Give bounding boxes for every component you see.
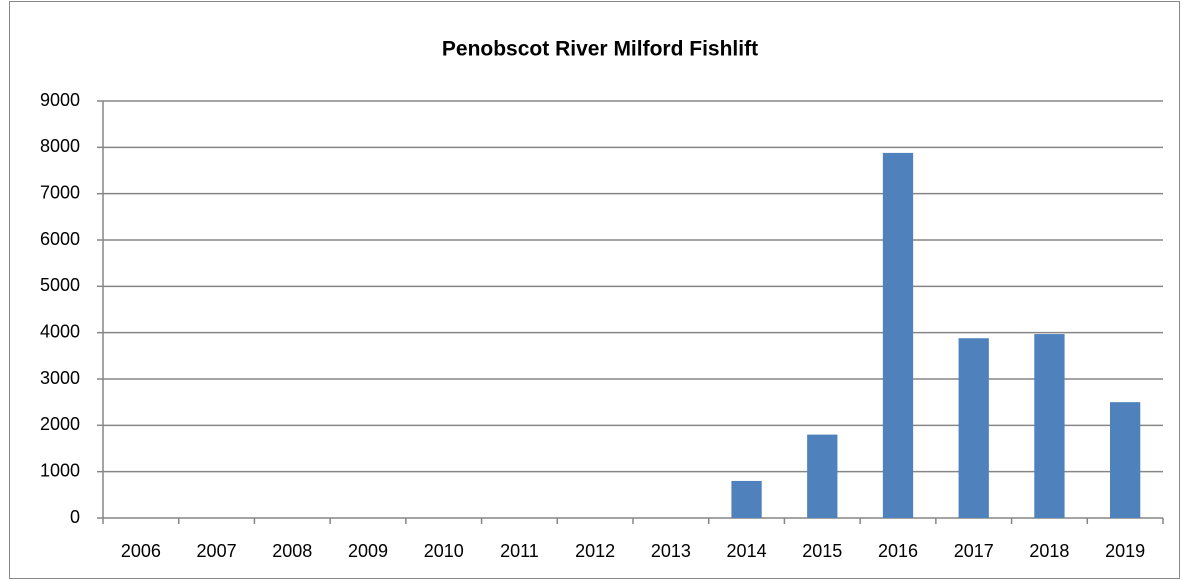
x-tick-label: 2009: [348, 541, 388, 561]
x-tick-label: 2012: [575, 541, 615, 561]
bar: [731, 480, 762, 518]
y-tick-label: 2000: [40, 414, 80, 434]
x-tick-label: 2018: [1029, 541, 1069, 561]
chart-title: Penobscot River Milford Fishlift: [442, 38, 758, 61]
y-tick-label: 6000: [40, 229, 80, 249]
bar: [1110, 402, 1141, 518]
x-tick-label: 2016: [878, 541, 918, 561]
y-tick-label: 5000: [40, 275, 80, 295]
x-tick-label: 2017: [954, 541, 994, 561]
y-tick-label: 1000: [40, 460, 80, 480]
y-tick-label: 9000: [40, 90, 80, 110]
x-tick-label: 2015: [802, 541, 842, 561]
y-tick-label: 8000: [40, 136, 80, 156]
x-tick-label: 2011: [500, 541, 539, 561]
x-tick-label: 2008: [272, 541, 312, 561]
x-tick-label: 2014: [727, 541, 767, 561]
x-tick-label: 2006: [121, 541, 161, 561]
bar: [807, 434, 838, 518]
chart-frame: [9, 1, 1180, 579]
y-tick-label: 3000: [40, 368, 80, 388]
bar: [958, 338, 989, 518]
x-tick-label: 2007: [197, 541, 237, 561]
y-tick-label: 0: [70, 507, 80, 527]
bar: [1034, 334, 1065, 518]
x-tick-label: 2010: [424, 541, 464, 561]
y-tick-label: 7000: [40, 182, 80, 202]
x-tick-label: 2019: [1105, 541, 1145, 561]
y-tick-label: 4000: [40, 321, 80, 341]
x-tick-label: 2013: [651, 541, 691, 561]
bar: [882, 152, 914, 519]
